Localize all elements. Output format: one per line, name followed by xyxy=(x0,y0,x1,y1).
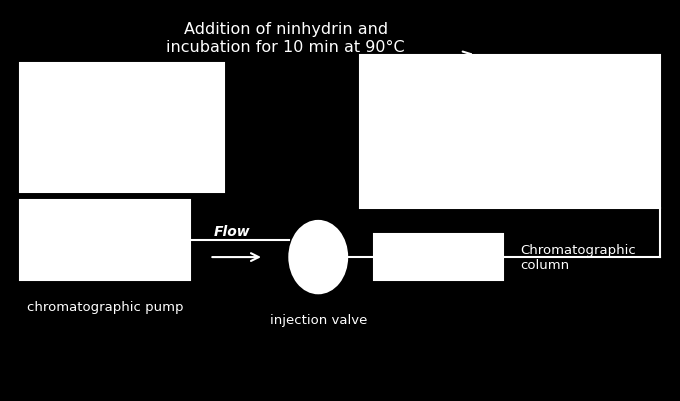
Bar xyxy=(374,235,503,281)
Text: Addition of ninhydrin and
incubation for 10 min at 90°C: Addition of ninhydrin and incubation for… xyxy=(167,22,405,55)
Bar xyxy=(20,200,190,281)
Text: chromatographic pump: chromatographic pump xyxy=(27,301,184,314)
Ellipse shape xyxy=(290,221,347,294)
Bar xyxy=(20,64,224,192)
Text: Flow: Flow xyxy=(214,225,251,239)
Text: Chromatographic
column: Chromatographic column xyxy=(520,244,636,271)
Bar xyxy=(360,56,660,209)
Text: injection valve: injection valve xyxy=(269,314,367,326)
